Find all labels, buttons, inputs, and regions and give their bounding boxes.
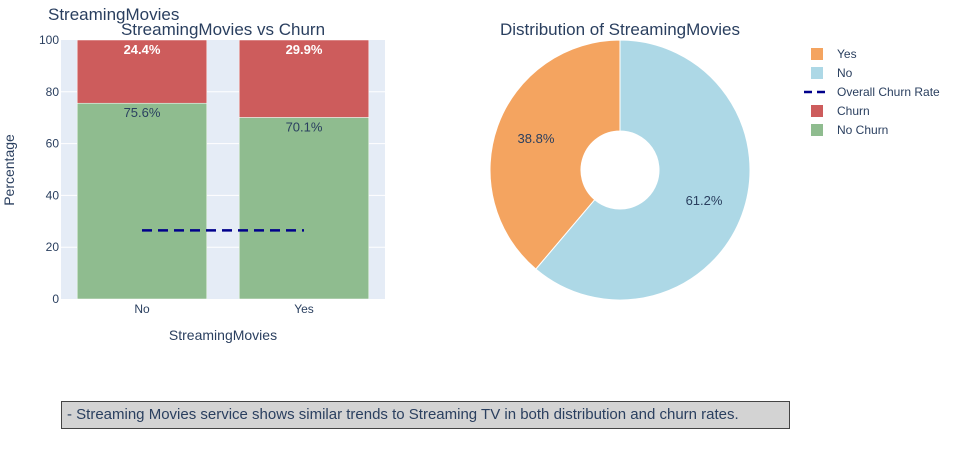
bar-value-label: 75.6% (124, 105, 161, 120)
legend-swatch-churn (811, 105, 823, 117)
bar-data-labels: 75.6% 24.4% 70.1% 29.9% (124, 42, 323, 134)
legend-swatch-no-churn (811, 124, 823, 136)
bar-x-tick-labels: No Yes (134, 302, 313, 316)
bar-no-churn (76, 102, 208, 300)
bar-x-axis-label: StreamingMovies (169, 327, 277, 343)
y-tick-label: 0 (52, 292, 59, 306)
pie-slice-label: 38.8% (518, 131, 555, 146)
y-tick-label: 60 (46, 137, 60, 151)
bar-chart: StreamingMovies vs Churn 0 20 40 60 80 100 75… (1, 20, 385, 343)
bar-no-churn (238, 117, 370, 300)
legend-label-overall-churn-rate: Overall Churn Rate (837, 85, 940, 99)
pie-chart: Distribution of StreamingMovies 38.8% 61.… (489, 20, 751, 301)
bar-y-axis-label: Percentage (1, 134, 17, 206)
figure-title: StreamingMovies (48, 5, 179, 24)
pie-slice-labels: 38.8% 61.2% (518, 131, 723, 208)
legend-swatch-yes (811, 48, 823, 60)
bar-value-label: 29.9% (286, 42, 323, 57)
pie-chart-title: Distribution of StreamingMovies (500, 20, 740, 39)
y-tick-label: 40 (46, 188, 60, 202)
y-tick-label: 100 (39, 33, 59, 47)
bar-chart-title: StreamingMovies vs Churn (121, 20, 325, 39)
insight-note: - Streaming Movies service shows similar… (61, 401, 790, 429)
legend-label-no-churn: No Churn (837, 123, 888, 137)
pie-slice-yes (489, 39, 621, 270)
x-tick-label: Yes (294, 302, 314, 316)
bar-churn (76, 39, 208, 104)
bar-bars (76, 39, 370, 300)
y-tick-label: 80 (46, 85, 60, 99)
bar-y-tick-labels: 0 20 40 60 80 100 (39, 33, 59, 306)
bar-value-label: 24.4% (124, 42, 161, 57)
legend-label-no: No (837, 66, 853, 80)
y-tick-label: 20 (46, 240, 60, 254)
pie-slices (489, 39, 751, 301)
pie-slice-no (535, 39, 751, 301)
legend-label-churn: Churn (837, 104, 870, 118)
bar-value-label: 70.1% (286, 119, 323, 134)
legend-label-yes: Yes (837, 47, 857, 61)
legend-swatch-no (811, 67, 823, 79)
pie-slice-label: 61.2% (686, 193, 723, 208)
legend[interactable]: Yes No Overall Churn Rate Churn No Churn (804, 47, 940, 137)
x-tick-label: No (134, 302, 150, 316)
bar-churn (238, 39, 370, 118)
